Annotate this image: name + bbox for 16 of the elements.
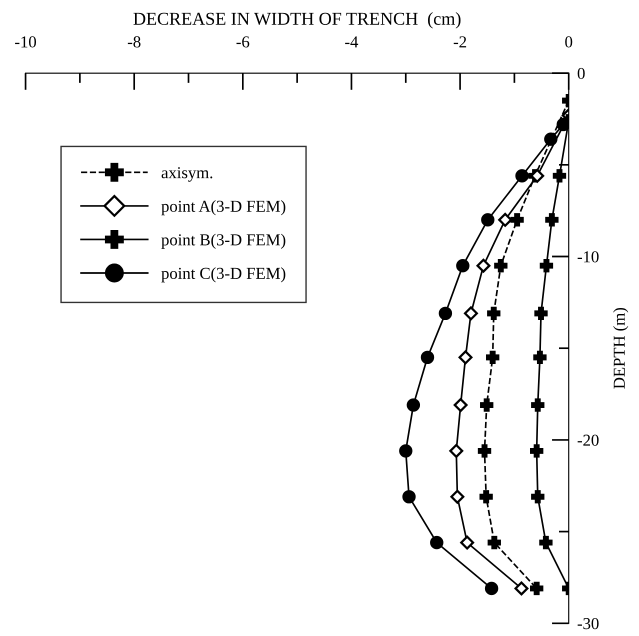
y-tick-label: 0	[578, 68, 585, 80]
legend-label: point C(3-D FEM)	[161, 267, 286, 282]
x-tick-label: -6	[236, 36, 250, 48]
y-axis-title: DEPTH (m)	[613, 308, 628, 389]
x-tick-label: -4	[345, 36, 358, 48]
legend-label: point A(3-D FEM)	[161, 200, 286, 216]
y-tick-label: -30	[578, 618, 599, 630]
y-tick-label: -10	[578, 251, 599, 262]
x-tick-label: -10	[15, 36, 36, 48]
legend-label: axisym.	[162, 167, 212, 182]
y-tick-label: -20	[578, 434, 599, 446]
x-tick-label: 0	[565, 36, 572, 48]
x-tick-label: -2	[454, 36, 466, 48]
legend-label: point B(3-D FEM)	[161, 234, 286, 249]
x-tick-label: -8	[128, 36, 140, 48]
x-axis-title: DECREASE IN WIDTH OF TRENCH (cm)	[133, 12, 461, 29]
